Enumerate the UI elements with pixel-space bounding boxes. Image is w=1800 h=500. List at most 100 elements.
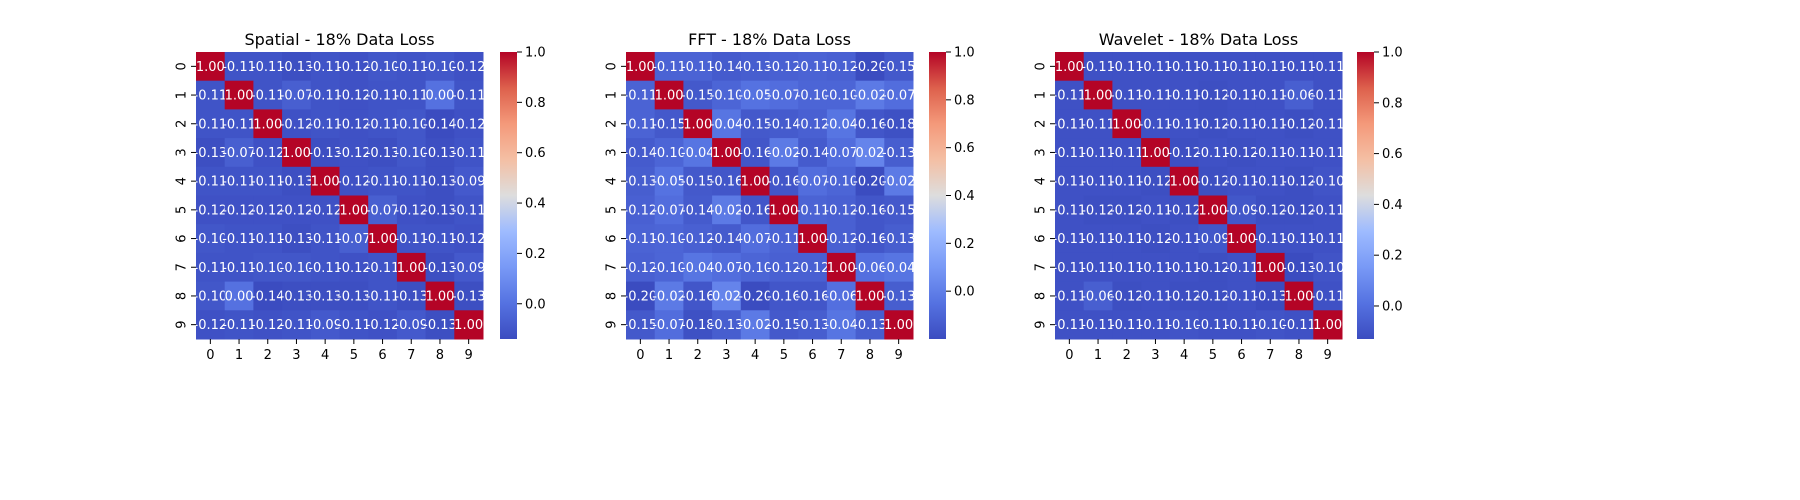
heatmap-cell bbox=[1083, 166, 1113, 196]
heatmap-cell bbox=[1112, 52, 1142, 82]
x-tick-label: 1 bbox=[665, 348, 673, 363]
cell-value-label: -0.12 bbox=[366, 318, 400, 333]
heatmap-cell bbox=[1255, 52, 1286, 82]
heatmap-cell bbox=[769, 224, 799, 254]
heatmap-cell bbox=[1112, 138, 1142, 168]
heatmap-cell bbox=[884, 310, 914, 340]
y-tick-label: 1 bbox=[175, 91, 190, 99]
heatmap-cell bbox=[1313, 80, 1343, 110]
heatmap-cell bbox=[1313, 310, 1343, 340]
heatmap-cell bbox=[683, 80, 713, 110]
cell-value-label: -0.13 bbox=[280, 175, 314, 190]
cell-value-label: -0.11 bbox=[251, 175, 285, 190]
cell-value-label: -0.11 bbox=[394, 60, 428, 75]
cell-value-label: 0.02 bbox=[712, 289, 741, 304]
y-tick-label: 0 bbox=[605, 62, 620, 70]
cell-value-label: -0.11 bbox=[194, 175, 228, 190]
cell-value-label: -0.11 bbox=[1253, 146, 1287, 161]
cell-value-label: -0.11 bbox=[394, 175, 428, 190]
heatmap-cell bbox=[1284, 166, 1314, 196]
heatmap-cell bbox=[1198, 310, 1228, 340]
cell-value-label: -0.07 bbox=[767, 89, 801, 104]
x-tick-label: 5 bbox=[780, 348, 788, 363]
heatmap-cell bbox=[224, 224, 254, 254]
cell-value-label: -0.12 bbox=[796, 117, 830, 132]
cell-value-label: 1.00 bbox=[1198, 203, 1227, 218]
cell-value-label: -0.11 bbox=[1311, 289, 1345, 304]
heatmap-cell bbox=[196, 224, 226, 254]
heatmap-cell bbox=[368, 195, 398, 225]
cell-value-label: 1.00 bbox=[827, 261, 856, 276]
cell-value-label: -0.06 bbox=[853, 261, 887, 276]
heatmap-cell bbox=[654, 252, 684, 283]
cell-value-label: -0.10 bbox=[1311, 261, 1345, 276]
heatmap-cell bbox=[798, 138, 828, 168]
cell-value-label: 1.00 bbox=[282, 146, 311, 161]
heatmap-cell bbox=[654, 224, 684, 254]
heatmap-cell bbox=[1055, 80, 1085, 110]
heatmap-cell bbox=[282, 281, 312, 311]
heatmap-cell bbox=[339, 310, 369, 340]
cell-value-label: -0.13 bbox=[624, 175, 658, 190]
cell-value-label: -0.20 bbox=[738, 289, 772, 304]
x-tick-label: 4 bbox=[751, 348, 759, 363]
cell-value-label: -0.11 bbox=[1081, 318, 1115, 333]
cell-value-label: -0.13 bbox=[423, 203, 457, 218]
x-tick-label: 1 bbox=[1094, 348, 1102, 363]
colorbar-tick-label: 0.2 bbox=[525, 247, 546, 262]
heatmap-cell bbox=[253, 52, 283, 82]
cell-value-label: -0.11 bbox=[452, 146, 486, 161]
heatmap-cell bbox=[1284, 281, 1314, 311]
cell-value-label: -0.12 bbox=[194, 203, 228, 218]
heatmap-cell bbox=[740, 224, 770, 254]
heatmap-cell bbox=[740, 52, 770, 82]
heatmap-cell bbox=[1169, 166, 1199, 196]
heatmap-cell bbox=[1169, 195, 1199, 225]
cell-value-label: -0.11 bbox=[1225, 89, 1259, 104]
cell-value-label: -0.11 bbox=[366, 175, 400, 190]
heatmap-cell bbox=[253, 109, 283, 139]
cell-value-label: -0.14 bbox=[767, 117, 801, 132]
y-tick-label: 4 bbox=[175, 177, 190, 185]
heatmap-cell bbox=[1112, 281, 1142, 311]
heatmap-cell bbox=[454, 195, 484, 225]
colorbar-tick-label: 0.0 bbox=[525, 297, 546, 312]
heatmap-cell bbox=[253, 224, 283, 254]
cell-value-label: -0.12 bbox=[251, 318, 285, 333]
cell-value-label: 1.00 bbox=[339, 203, 368, 218]
heatmap-cell bbox=[425, 138, 455, 168]
heatmap-cell bbox=[339, 281, 369, 311]
heatmap-cell bbox=[826, 195, 857, 225]
heatmap-cell bbox=[1141, 109, 1171, 139]
cell-value-label: -0.12 bbox=[251, 203, 285, 218]
heatmap-cell bbox=[798, 52, 828, 82]
heatmap-cell bbox=[798, 224, 828, 254]
heatmap-cell bbox=[855, 166, 885, 196]
cell-value-label: -0.11 bbox=[452, 89, 486, 104]
cell-value-label: -0.09 bbox=[1196, 232, 1230, 247]
cell-value-label: -0.07 bbox=[652, 203, 686, 218]
x-tick-label: 7 bbox=[407, 348, 415, 363]
cell-value-label: -0.12 bbox=[1253, 203, 1287, 218]
cell-value-label: -0.12 bbox=[1167, 203, 1201, 218]
cell-value-label: 1.00 bbox=[884, 318, 913, 333]
heatmap-cell bbox=[1055, 252, 1085, 283]
heatmap-cell bbox=[1141, 252, 1171, 283]
x-tick-label: 2 bbox=[264, 348, 272, 363]
cell-value-label: -0.04 bbox=[824, 117, 858, 132]
cell-value-label: 1.00 bbox=[626, 60, 655, 75]
x-tick-label: 8 bbox=[1295, 348, 1303, 363]
cell-value-label: -0.07 bbox=[738, 232, 772, 247]
cell-value-label: -0.11 bbox=[222, 175, 256, 190]
y-tick-label: 6 bbox=[1034, 234, 1049, 242]
heatmap-cell bbox=[196, 138, 226, 168]
heatmap-cell bbox=[1255, 310, 1286, 340]
cell-value-label: 1.00 bbox=[769, 203, 798, 218]
cell-value-label: -0.06 bbox=[1282, 89, 1316, 104]
heatmap-cell bbox=[425, 252, 455, 283]
heatmap-cell bbox=[855, 281, 885, 311]
heatmap-cell bbox=[855, 252, 885, 283]
cell-value-label: -0.11 bbox=[194, 261, 228, 276]
cell-value-label: -0.13 bbox=[423, 261, 457, 276]
cell-value-label: -0.13 bbox=[423, 318, 457, 333]
